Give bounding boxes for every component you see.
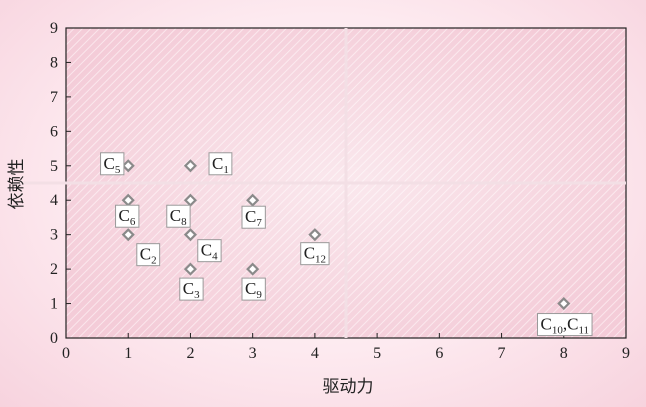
data-point-marker: [557, 296, 571, 311]
y-tick-label: 3: [50, 227, 58, 244]
point-label-text: C10,C11: [541, 315, 590, 337]
x-tick-label: 4: [311, 345, 319, 362]
data-point-marker: [183, 159, 198, 173]
x-tick-label: 2: [186, 345, 194, 362]
data-point-marker: [121, 159, 135, 173]
point-label: C10,C11: [537, 313, 593, 337]
x-tick-label: 3: [249, 345, 257, 362]
point-label-box: [537, 313, 593, 337]
point-label-box: [300, 242, 330, 266]
point-label-box: [241, 205, 266, 229]
y-tick-label: 4: [50, 192, 58, 209]
y-axis-ticks: 0 1 2 3 4 5 6 7 8 9: [50, 20, 71, 347]
point-label-text: C12: [304, 244, 326, 266]
point-label-text: C1: [212, 154, 229, 176]
point-label: C9: [241, 277, 266, 301]
x-axis-title: 驱动力: [323, 377, 374, 396]
point-label: C3: [179, 277, 204, 301]
x-tick-label: 1: [124, 345, 132, 362]
y-tick-label: 2: [50, 261, 58, 278]
data-point-marker: [246, 262, 260, 276]
point-label: C6: [115, 204, 140, 228]
point-label: C4: [197, 239, 222, 263]
data-point-marker: [183, 262, 198, 276]
point-label-box: [179, 277, 204, 301]
point-label: C2: [136, 243, 161, 267]
point-label-text: C3: [183, 279, 200, 301]
point-label: C12: [300, 242, 330, 266]
point-label-box: [115, 204, 140, 228]
y-tick-label: 8: [50, 54, 58, 71]
y-axis-title: 依赖性: [7, 159, 26, 210]
point-label-text: C4: [201, 241, 218, 263]
point-label: C1: [208, 152, 233, 176]
y-tick-label: 9: [50, 20, 58, 37]
point-label-text: C2: [140, 245, 157, 267]
point-label-box: [166, 204, 191, 228]
y-tick-label: 0: [50, 330, 58, 347]
point-label-box: [208, 152, 233, 176]
data-point-marker: [121, 228, 135, 242]
x-axis-ticks: 0 1 2 3 4 5 6 7 8 9: [62, 333, 630, 362]
point-label: C7: [241, 205, 266, 229]
y-tick-label: 5: [50, 158, 58, 175]
point-label-box: [197, 239, 222, 263]
x-tick-label: 9: [622, 345, 630, 362]
x-tick-label: 7: [498, 345, 506, 362]
point-label-box: [136, 243, 161, 267]
x-tick-label: 6: [435, 345, 443, 362]
y-tick-label: 1: [50, 296, 58, 313]
point-label-text: C9: [245, 279, 262, 301]
point-label: C5: [100, 152, 125, 176]
x-tick-label: 5: [373, 345, 381, 362]
point-label-box: [241, 277, 266, 301]
point-label: C8: [166, 204, 191, 228]
y-tick-label: 6: [50, 123, 58, 140]
point-label-text: C6: [119, 206, 136, 228]
x-tick-label: 0: [62, 345, 70, 362]
point-label-text: C7: [245, 207, 262, 229]
point-label-text: C5: [104, 154, 121, 176]
quadrant-dividers: [12, 28, 626, 338]
data-point-marker: [308, 228, 322, 242]
data-point-marker: [183, 228, 198, 242]
x-tick-label: 8: [560, 345, 568, 362]
point-label-box: [100, 152, 125, 176]
y-tick-label: 7: [50, 89, 58, 106]
data-point-marker: [246, 193, 260, 207]
point-label-text: C8: [170, 206, 187, 228]
